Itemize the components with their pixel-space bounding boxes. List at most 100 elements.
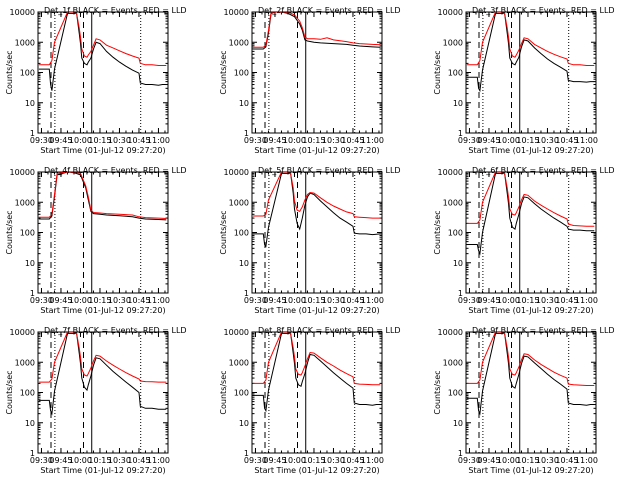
marker-lines (50, 172, 142, 293)
y-tick-label: 1 (30, 289, 35, 298)
y-tick-label: 10000 (10, 8, 35, 17)
x-tick-label: 09:30 (244, 136, 267, 145)
x-tick-label: 09:45 (263, 136, 286, 145)
x-tick-label: 10:00 (283, 456, 306, 465)
y-axis-label: Counts/sec (5, 50, 14, 94)
marker-lines (264, 172, 356, 293)
y-tick-label: 1000 (229, 38, 249, 47)
x-tick-label: 11:00 (361, 296, 384, 305)
x-tick-label: 11:00 (575, 456, 598, 465)
y-tick-label: 10000 (438, 168, 463, 177)
plot-title: Det_9f BLACK = Events, RED = LLD (472, 326, 615, 335)
x-axis-label: Start Time (01-Jul-12 09:27:20) (40, 466, 165, 475)
series-lines (252, 332, 381, 413)
plot-title: Det_6f BLACK = Events, RED = LLD (472, 166, 615, 175)
x-tick-label: 09:30 (30, 296, 53, 305)
series-line-lld (466, 172, 595, 227)
y-tick-label: 1 (458, 129, 463, 138)
y-tick-label: 100 (448, 229, 463, 238)
y-tick-label: 100 (20, 229, 35, 238)
x-tick-label: 10:45 (127, 296, 150, 305)
panel-2: 1 10 100 1000 10000 09:3009:4510:0010:1510:30… (219, 6, 401, 155)
series-line-lld (252, 172, 381, 219)
y-axis-label: Counts/sec (219, 370, 228, 414)
panel-5: 1 10 100 1000 10000 09:3009:4510:0010:1510:30… (219, 166, 401, 315)
marker-lines (264, 12, 356, 133)
y-tick-label: 10 (239, 99, 249, 108)
y-tick-label: 10 (25, 99, 35, 108)
y-tick-label: 1000 (229, 358, 249, 367)
plot-title: Det_3f BLACK = Events, RED = LLD (472, 6, 615, 15)
x-tick-label: 09:30 (30, 136, 53, 145)
series-line-lld (38, 172, 167, 219)
x-tick-label: 10:00 (283, 136, 306, 145)
series-line-lld (252, 12, 381, 48)
marker-lines (478, 172, 570, 293)
y-axis-label: Counts/sec (433, 210, 442, 254)
plot-title: Det_7f BLACK = Events, RED = LLD (44, 326, 187, 335)
y-tick-label: 1000 (15, 38, 35, 47)
x-axis-label: Start Time (01-Jul-12 09:27:20) (40, 306, 165, 315)
plot-frame (37, 171, 169, 294)
y-axis-label: Counts/sec (219, 210, 228, 254)
y-tick-label: 10 (239, 419, 249, 428)
y-tick-label: 100 (20, 69, 35, 78)
x-tick-label: 10:00 (69, 296, 92, 305)
plot-frame (251, 11, 383, 134)
x-tick-label: 10:15 (302, 136, 325, 145)
x-tick-label: 09:45 (263, 296, 286, 305)
marker-lines (50, 332, 142, 453)
panel-1: 1 10 100 1000 10000 09:3009:4510:0010:1510:30… (5, 6, 187, 155)
y-tick-label: 100 (234, 389, 249, 398)
y-tick-label: 10000 (10, 168, 35, 177)
y-tick-label: 100 (448, 389, 463, 398)
x-tick-label: 10:30 (108, 456, 131, 465)
x-axis-label: Start Time (01-Jul-12 09:27:20) (468, 306, 593, 315)
x-tick-label: 09:45 (49, 456, 72, 465)
x-tick-label: 10:00 (283, 296, 306, 305)
x-tick-label: 10:15 (516, 456, 539, 465)
plot-title: Det_4f BLACK = Events, RED = LLD (44, 166, 187, 175)
x-tick-label: 10:45 (341, 136, 364, 145)
y-tick-label: 1000 (443, 358, 463, 367)
series-line-lld (38, 12, 167, 66)
panel-3: 1 10 100 1000 10000 09:3009:4510:0010:1510:30… (433, 6, 615, 155)
x-tick-label: 09:45 (477, 136, 500, 145)
marker-lines (50, 12, 142, 133)
plot-frame (465, 171, 597, 294)
x-tick-label: 09:45 (263, 456, 286, 465)
plot-title: Det_5f BLACK = Events, RED = LLD (258, 166, 401, 175)
x-tick-label: 10:30 (108, 296, 131, 305)
y-axis-label: Counts/sec (5, 370, 14, 414)
y-tick-label: 1 (458, 289, 463, 298)
series-line-events (252, 332, 381, 413)
plot-frame (465, 331, 597, 454)
y-tick-label: 10000 (438, 328, 463, 337)
x-tick-label: 09:45 (49, 296, 72, 305)
x-tick-label: 10:45 (555, 136, 578, 145)
x-tick-label: 09:30 (458, 136, 481, 145)
x-tick-label: 10:45 (127, 456, 150, 465)
series-line-events (38, 172, 167, 221)
plot-title: Det_1f BLACK = Events, RED = LLD (44, 6, 187, 15)
x-axis-label: Start Time (01-Jul-12 09:27:20) (40, 146, 165, 155)
y-tick-label: 10 (25, 259, 35, 268)
x-tick-label: 09:30 (458, 296, 481, 305)
y-tick-label: 100 (448, 69, 463, 78)
y-tick-label: 1 (244, 129, 249, 138)
x-tick-label: 10:15 (88, 136, 111, 145)
series-lines (38, 332, 167, 416)
x-tick-label: 11:00 (575, 136, 598, 145)
y-tick-label: 10 (453, 419, 463, 428)
marker-lines (478, 332, 570, 453)
series-lines (252, 12, 381, 50)
x-tick-label: 10:30 (536, 136, 559, 145)
y-axis-label: Counts/sec (219, 50, 228, 94)
series-lines (466, 172, 595, 256)
series-line-events (252, 172, 381, 248)
x-tick-label: 11:00 (147, 456, 170, 465)
x-tick-label: 09:45 (49, 136, 72, 145)
x-tick-label: 10:15 (88, 456, 111, 465)
y-tick-label: 10 (453, 99, 463, 108)
plot-frame (37, 11, 169, 134)
